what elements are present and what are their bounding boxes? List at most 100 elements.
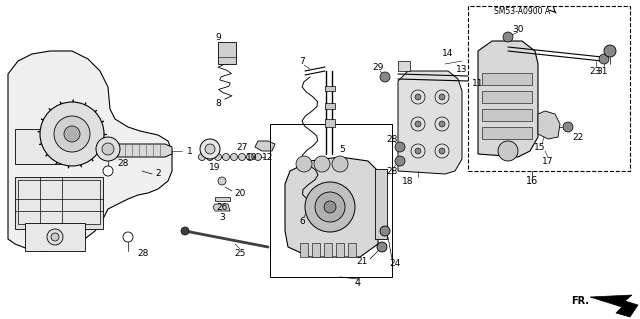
Text: 15: 15 [534,143,546,152]
Circle shape [218,177,226,185]
Text: 17: 17 [542,157,554,166]
Text: 18: 18 [403,176,413,186]
Circle shape [332,156,348,172]
Text: 31: 31 [596,66,608,76]
Circle shape [205,144,215,154]
Circle shape [439,148,445,154]
Bar [312,243,320,257]
Text: 27: 27 [236,143,248,152]
Bar [15,129,70,164]
Text: 24: 24 [389,259,401,269]
Bar [25,223,85,251]
Circle shape [181,227,189,235]
Polygon shape [538,111,560,139]
Circle shape [503,32,513,42]
Text: 11: 11 [472,79,484,88]
Circle shape [96,137,120,161]
Bar [482,127,532,139]
Text: 16: 16 [526,176,538,186]
Text: 22: 22 [572,132,584,142]
Circle shape [439,121,445,127]
Circle shape [314,156,330,172]
Bar [218,42,236,64]
Text: FR.: FR. [571,296,589,306]
Text: 6: 6 [299,217,305,226]
Bar [15,177,103,229]
Circle shape [415,121,421,127]
Polygon shape [213,204,230,211]
Bar [482,91,532,103]
Polygon shape [478,41,538,157]
Polygon shape [255,141,275,151]
Bar [468,6,630,171]
Text: 29: 29 [372,63,384,71]
Text: 19: 19 [209,162,221,172]
Bar [325,86,335,91]
Circle shape [439,94,445,100]
Bar [482,109,532,121]
Circle shape [395,156,405,166]
Text: 5: 5 [339,145,345,153]
Circle shape [103,166,113,176]
Bar [482,73,532,85]
Circle shape [415,94,421,100]
Text: 1: 1 [187,146,193,155]
Circle shape [102,143,114,155]
Circle shape [380,226,390,236]
Circle shape [54,116,90,152]
Text: 2: 2 [155,169,161,179]
Circle shape [246,153,253,160]
Circle shape [296,156,312,172]
Bar [300,243,308,257]
Circle shape [498,141,518,161]
Circle shape [200,139,220,159]
Text: SM53-A0900 A: SM53-A0900 A [494,6,550,16]
Text: 9: 9 [215,33,221,41]
Text: 28: 28 [387,167,397,175]
Circle shape [604,45,616,57]
Circle shape [315,192,345,222]
Text: 4: 4 [355,278,361,288]
Circle shape [123,232,133,242]
Circle shape [207,153,214,160]
Bar [325,119,335,127]
Circle shape [47,229,63,245]
Circle shape [324,201,336,213]
Circle shape [305,182,355,232]
Bar [325,103,335,109]
Text: 30: 30 [512,25,524,33]
Text: 14: 14 [442,49,454,58]
Circle shape [239,153,246,160]
Polygon shape [590,295,638,317]
Circle shape [395,142,405,152]
Text: 12: 12 [262,152,274,161]
Circle shape [599,54,609,64]
Text: 21: 21 [356,256,368,265]
Circle shape [380,72,390,82]
Text: 23: 23 [589,66,601,76]
Circle shape [415,148,421,154]
Text: 25: 25 [234,249,246,258]
Circle shape [214,153,221,160]
Text: 8: 8 [215,100,221,108]
Bar [18,180,100,224]
Bar [324,243,332,257]
Circle shape [223,153,230,160]
Polygon shape [285,157,378,257]
Circle shape [255,153,262,160]
Text: 7: 7 [299,56,305,65]
Bar [348,243,356,257]
Circle shape [64,126,80,142]
Text: 3: 3 [219,212,225,221]
Circle shape [198,153,205,160]
Text: 26: 26 [216,203,228,211]
Circle shape [40,102,104,166]
Text: 13: 13 [456,64,468,73]
Polygon shape [8,51,172,251]
Bar [375,169,387,239]
Text: 28: 28 [387,135,397,144]
Circle shape [563,122,573,132]
Circle shape [51,233,59,241]
Bar [398,61,410,71]
Circle shape [230,153,237,160]
